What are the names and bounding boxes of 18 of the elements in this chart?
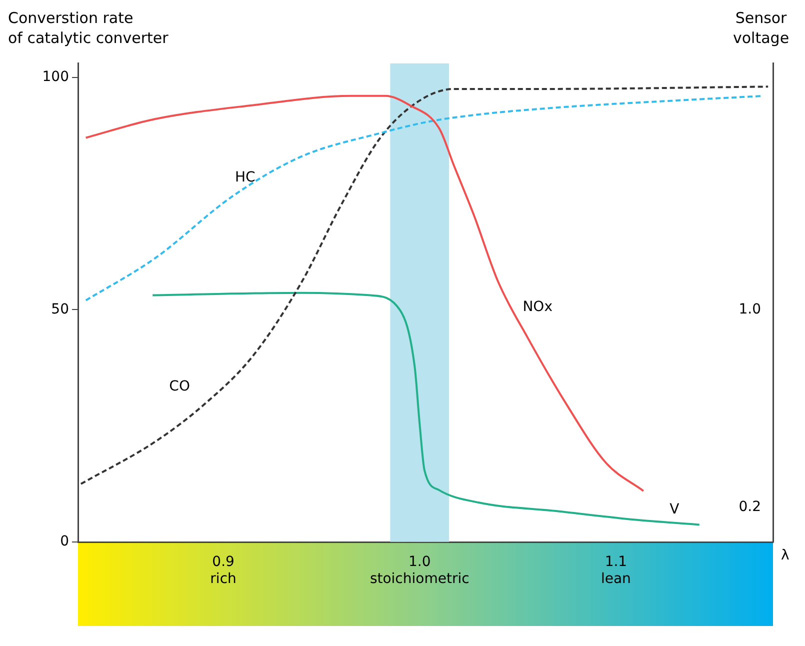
x-tick-label: 1.0 stoichiometric	[370, 554, 470, 587]
y2-axis-title: Sensor voltage	[733, 8, 790, 48]
x-axis-title: λ	[781, 548, 790, 564]
y-tick-label: 100	[42, 68, 69, 85]
y2-tick-label: 1.0	[738, 302, 761, 318]
x-tick-label: 1.1 lean	[600, 554, 631, 587]
y-axis-title: Converstion rate of catalytic converter	[8, 8, 168, 48]
x-tick-label: 0.9 rich	[210, 554, 236, 587]
y-tick-label: 0	[60, 534, 69, 550]
series-label: V	[670, 501, 680, 518]
y2-tick-label: 0.2	[738, 499, 761, 516]
line-series	[80, 86, 770, 485]
series-label: HC	[234, 169, 256, 186]
series-label: CO	[169, 378, 190, 395]
y-tick-label: 50	[51, 301, 69, 318]
series-label: NOx	[522, 299, 552, 316]
line-series	[152, 292, 700, 526]
line-series	[84, 94, 644, 492]
